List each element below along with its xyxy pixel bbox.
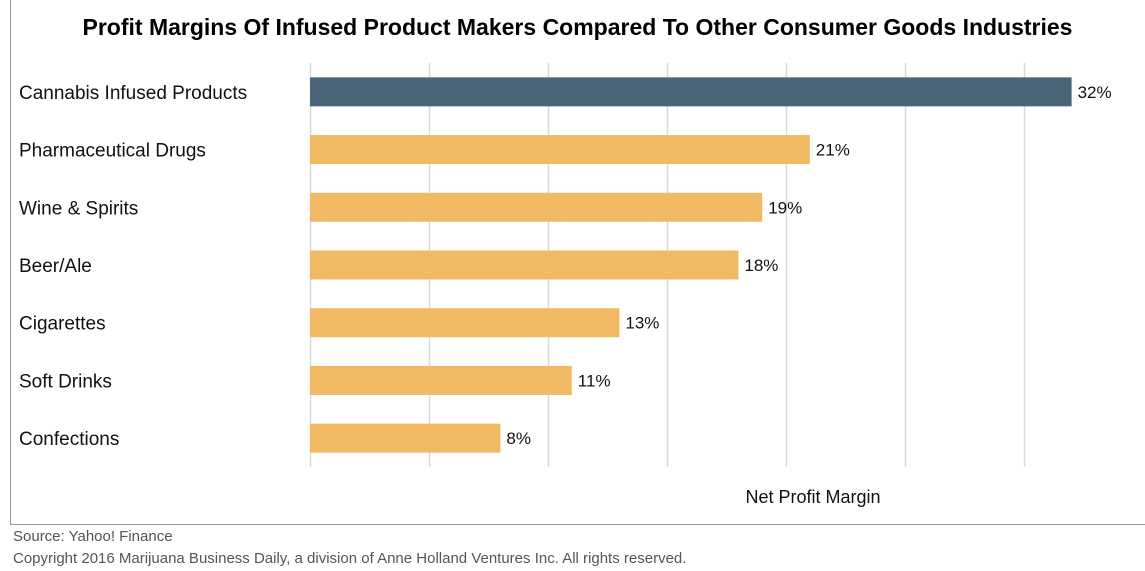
category-label: Beer/Ale [19, 256, 92, 277]
source-note: Source: Yahoo! Finance [13, 528, 173, 545]
category-label: Pharmaceutical Drugs [19, 141, 206, 162]
bar [310, 77, 1072, 107]
data-label: 19% [768, 198, 802, 217]
category-label: Wine & Spirits [19, 198, 138, 219]
data-label: 8% [506, 429, 531, 448]
bar [310, 308, 620, 338]
data-label: 21% [816, 141, 850, 160]
copyright-note: Copyright 2016 Marijuana Business Daily,… [13, 550, 687, 567]
bar [310, 250, 739, 280]
bar [310, 135, 810, 165]
chart-frame [10, 0, 1145, 525]
category-label: Confections [19, 429, 119, 450]
bar [310, 423, 501, 453]
bar [310, 365, 572, 395]
data-label: 11% [578, 371, 611, 390]
data-label: 13% [625, 314, 659, 333]
value-labels: 32% 21% 19% 18% 13% 11% 8% [506, 83, 1111, 448]
category-label: Cannabis Infused Products [19, 83, 247, 104]
data-label: 18% [744, 256, 778, 275]
category-label: Soft Drinks [19, 371, 112, 392]
chart-title: Profit Margins Of Infused Product Makers… [82, 14, 1073, 40]
category-labels: Cannabis Infused Products Pharmaceutical … [19, 83, 247, 450]
data-label: 32% [1078, 83, 1112, 102]
x-axis-label: Net Profit Margin [745, 487, 880, 507]
bars [310, 77, 1072, 453]
bar [310, 192, 763, 222]
category-label: Cigarettes [19, 314, 106, 335]
